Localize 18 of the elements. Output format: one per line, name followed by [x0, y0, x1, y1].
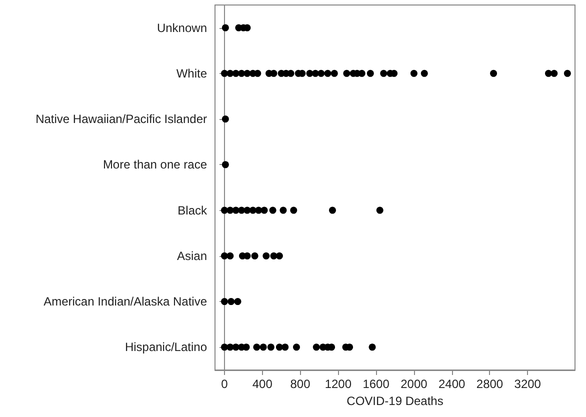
- y-tick-label: Asian: [176, 248, 207, 263]
- x-tick-label: 400: [252, 377, 273, 391]
- y-tick-label: Hispanic/Latino: [124, 340, 208, 354]
- y-tick-label: Unknown: [156, 20, 207, 35]
- x-tick-label: 3200: [514, 377, 542, 391]
- y-tick-label: Native Hawaiian/Pacific Islander: [36, 112, 207, 126]
- x-tick-label: 0: [221, 377, 228, 391]
- x-tick-label: 2800: [476, 377, 504, 391]
- x-tick-label: 1600: [362, 377, 390, 391]
- x-tick-label: 2000: [400, 377, 428, 391]
- x-tick-label: 800: [290, 377, 311, 391]
- x-tick-label: 1200: [324, 377, 352, 391]
- y-tick-label: White: [176, 66, 208, 80]
- x-axis-title: COVID-19 Deaths: [346, 394, 444, 408]
- y-tick-label: More than one race: [102, 158, 208, 172]
- y-tick-label: Black: [178, 203, 208, 218]
- y-tick-label: American Indian/Alaska Native: [44, 294, 208, 309]
- x-tick-label: 2400: [438, 377, 466, 391]
